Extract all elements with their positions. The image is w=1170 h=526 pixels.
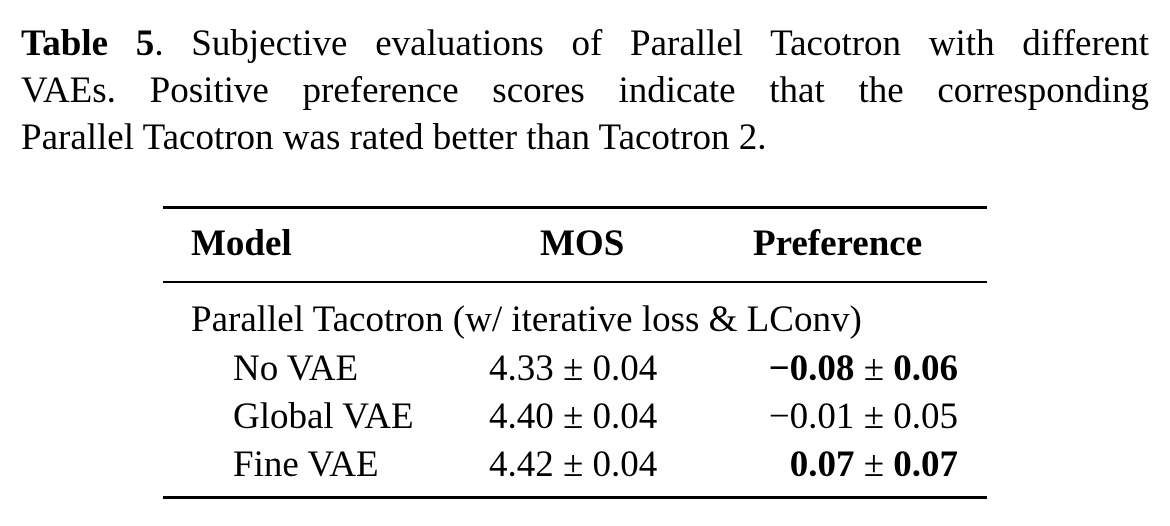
caption-line-2: VAEs. Positive preference scores indicat…: [21, 70, 1149, 111]
row-preference: 0.07 ± 0.07: [790, 445, 958, 485]
row-mos: 4.33 ± 0.04: [489, 348, 658, 389]
pref-plus-minus: ±: [854, 396, 894, 437]
row-model: No VAE: [233, 348, 359, 389]
caption-line-1: Table 5. Subjective evaluations of Paral…: [21, 20, 1149, 67]
table-bottom-rule: [163, 496, 987, 499]
header-preference: Preference: [753, 223, 923, 264]
header-model: Model: [191, 223, 292, 264]
pref-plus-minus: ±: [854, 348, 894, 389]
pref-mean: 0.07: [789, 444, 855, 485]
pref-mean: −0.08: [768, 348, 855, 389]
results-table: Model MOS Preference Parallel Tacotron (…: [163, 206, 987, 500]
pref-ci: 0.05: [893, 396, 958, 437]
pref-plus-minus: ±: [854, 444, 894, 485]
header-mos: MOS: [540, 223, 625, 264]
table-caption: Table 5. Subjective evaluations of Paral…: [21, 20, 1149, 161]
row-model: Global VAE: [233, 396, 414, 437]
caption-line-1-text: . Subjective evaluations of Parallel Tac…: [154, 23, 1150, 64]
pref-ci: 0.06: [893, 348, 958, 389]
row-preference: −0.01 ± 0.05: [769, 397, 958, 437]
table-header-rule: [163, 281, 987, 283]
group-label: Parallel Tacotron (w/ iterative loss & L…: [191, 299, 862, 340]
table-top-rule: [163, 206, 987, 209]
pref-mean: −0.01: [768, 396, 855, 437]
row-model: Fine VAE: [233, 444, 379, 485]
row-mos: 4.40 ± 0.04: [489, 396, 658, 437]
row-mos: 4.42 ± 0.04: [489, 444, 658, 485]
row-preference: −0.08 ± 0.06: [769, 349, 958, 389]
caption-label: Table 5: [21, 23, 155, 64]
pref-ci: 0.07: [893, 444, 958, 485]
caption-line-3: Parallel Tacotron was rated better than …: [21, 117, 767, 158]
